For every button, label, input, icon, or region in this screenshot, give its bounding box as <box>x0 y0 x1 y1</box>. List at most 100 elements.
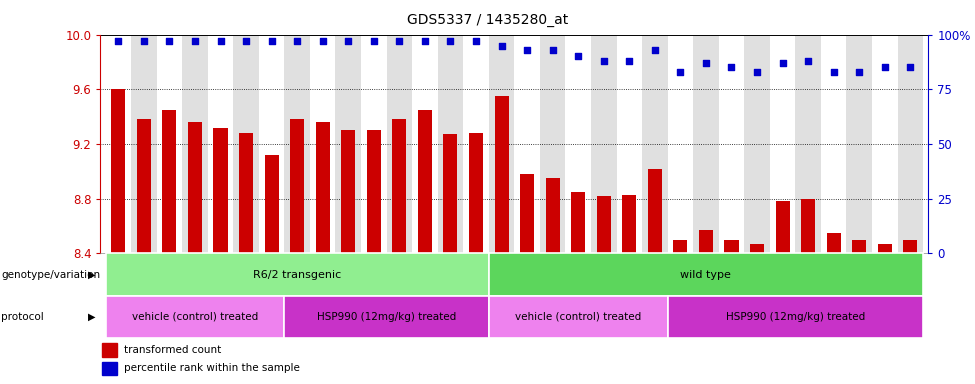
Text: HSP990 (12mg/kg) treated: HSP990 (12mg/kg) treated <box>317 312 456 322</box>
Point <box>877 65 892 71</box>
Point <box>315 38 331 44</box>
Bar <box>571 192 585 253</box>
Bar <box>566 35 591 253</box>
Bar <box>494 96 509 253</box>
Point <box>493 43 509 49</box>
Bar <box>105 296 285 338</box>
Bar <box>335 35 361 253</box>
Bar <box>102 362 117 375</box>
Bar <box>775 202 790 253</box>
Point <box>621 58 637 64</box>
Point <box>800 58 816 64</box>
Bar <box>412 35 438 253</box>
Bar <box>444 134 457 253</box>
Bar <box>852 240 866 253</box>
Bar <box>903 240 917 253</box>
Bar <box>264 155 279 253</box>
Point <box>417 38 433 44</box>
Bar <box>316 122 330 253</box>
Bar <box>392 119 407 253</box>
Bar <box>622 195 637 253</box>
Bar <box>744 35 770 253</box>
Bar <box>310 35 335 253</box>
Bar <box>699 230 713 253</box>
Bar <box>770 35 796 253</box>
Bar <box>540 35 566 253</box>
Bar <box>188 122 202 253</box>
Point <box>468 38 484 44</box>
Point <box>851 69 867 75</box>
Point <box>110 38 126 44</box>
Bar <box>668 296 923 338</box>
Bar <box>341 130 355 253</box>
Bar <box>898 35 923 253</box>
Point <box>673 69 688 75</box>
Text: vehicle (control) treated: vehicle (control) treated <box>515 312 642 322</box>
Point <box>698 60 714 66</box>
Bar <box>668 35 693 253</box>
Bar <box>233 35 258 253</box>
Bar <box>111 89 126 253</box>
Bar <box>724 240 738 253</box>
Bar <box>131 35 157 253</box>
Point <box>213 38 228 44</box>
Bar <box>105 253 488 296</box>
Bar <box>597 196 610 253</box>
Point <box>264 38 280 44</box>
Text: GDS5337 / 1435280_at: GDS5337 / 1435280_at <box>407 13 568 27</box>
Bar <box>693 35 719 253</box>
Point <box>775 60 791 66</box>
Point <box>187 38 203 44</box>
Point <box>136 38 152 44</box>
Point <box>290 38 305 44</box>
Bar <box>520 174 534 253</box>
Bar <box>182 35 208 253</box>
Bar <box>647 169 662 253</box>
Point <box>749 69 764 75</box>
Point <box>647 47 663 53</box>
Bar <box>674 240 687 253</box>
Bar <box>418 110 432 253</box>
Bar <box>214 127 227 253</box>
Bar <box>616 35 643 253</box>
Bar <box>386 35 412 253</box>
Bar <box>469 133 483 253</box>
Bar <box>488 253 923 296</box>
Text: wild type: wild type <box>681 270 731 280</box>
Bar <box>258 35 285 253</box>
Bar <box>821 35 846 253</box>
Text: percentile rank within the sample: percentile rank within the sample <box>124 363 299 373</box>
Bar <box>361 35 386 253</box>
Bar <box>367 130 381 253</box>
Bar <box>488 296 668 338</box>
Bar <box>719 35 744 253</box>
Text: transformed count: transformed count <box>124 345 221 355</box>
Point <box>443 38 458 44</box>
Bar <box>872 35 898 253</box>
Bar <box>291 119 304 253</box>
Bar <box>796 35 821 253</box>
Bar <box>488 35 515 253</box>
Bar <box>208 35 233 253</box>
Text: HSP990 (12mg/kg) treated: HSP990 (12mg/kg) treated <box>725 312 865 322</box>
Text: ▶: ▶ <box>88 270 96 280</box>
Point <box>826 69 841 75</box>
Point <box>903 65 918 71</box>
Bar <box>750 244 764 253</box>
Point <box>723 65 739 71</box>
Point <box>570 53 586 60</box>
Point <box>162 38 177 44</box>
Bar <box>163 110 176 253</box>
Bar <box>801 199 815 253</box>
Bar <box>102 343 117 357</box>
Text: protocol: protocol <box>1 312 44 322</box>
Point <box>340 38 356 44</box>
Point <box>520 47 535 53</box>
Point <box>596 58 611 64</box>
Point <box>545 47 561 53</box>
Bar <box>136 119 151 253</box>
Bar <box>846 35 872 253</box>
Text: R6/2 transgenic: R6/2 transgenic <box>254 270 341 280</box>
Bar <box>438 35 463 253</box>
Text: ▶: ▶ <box>88 312 96 322</box>
